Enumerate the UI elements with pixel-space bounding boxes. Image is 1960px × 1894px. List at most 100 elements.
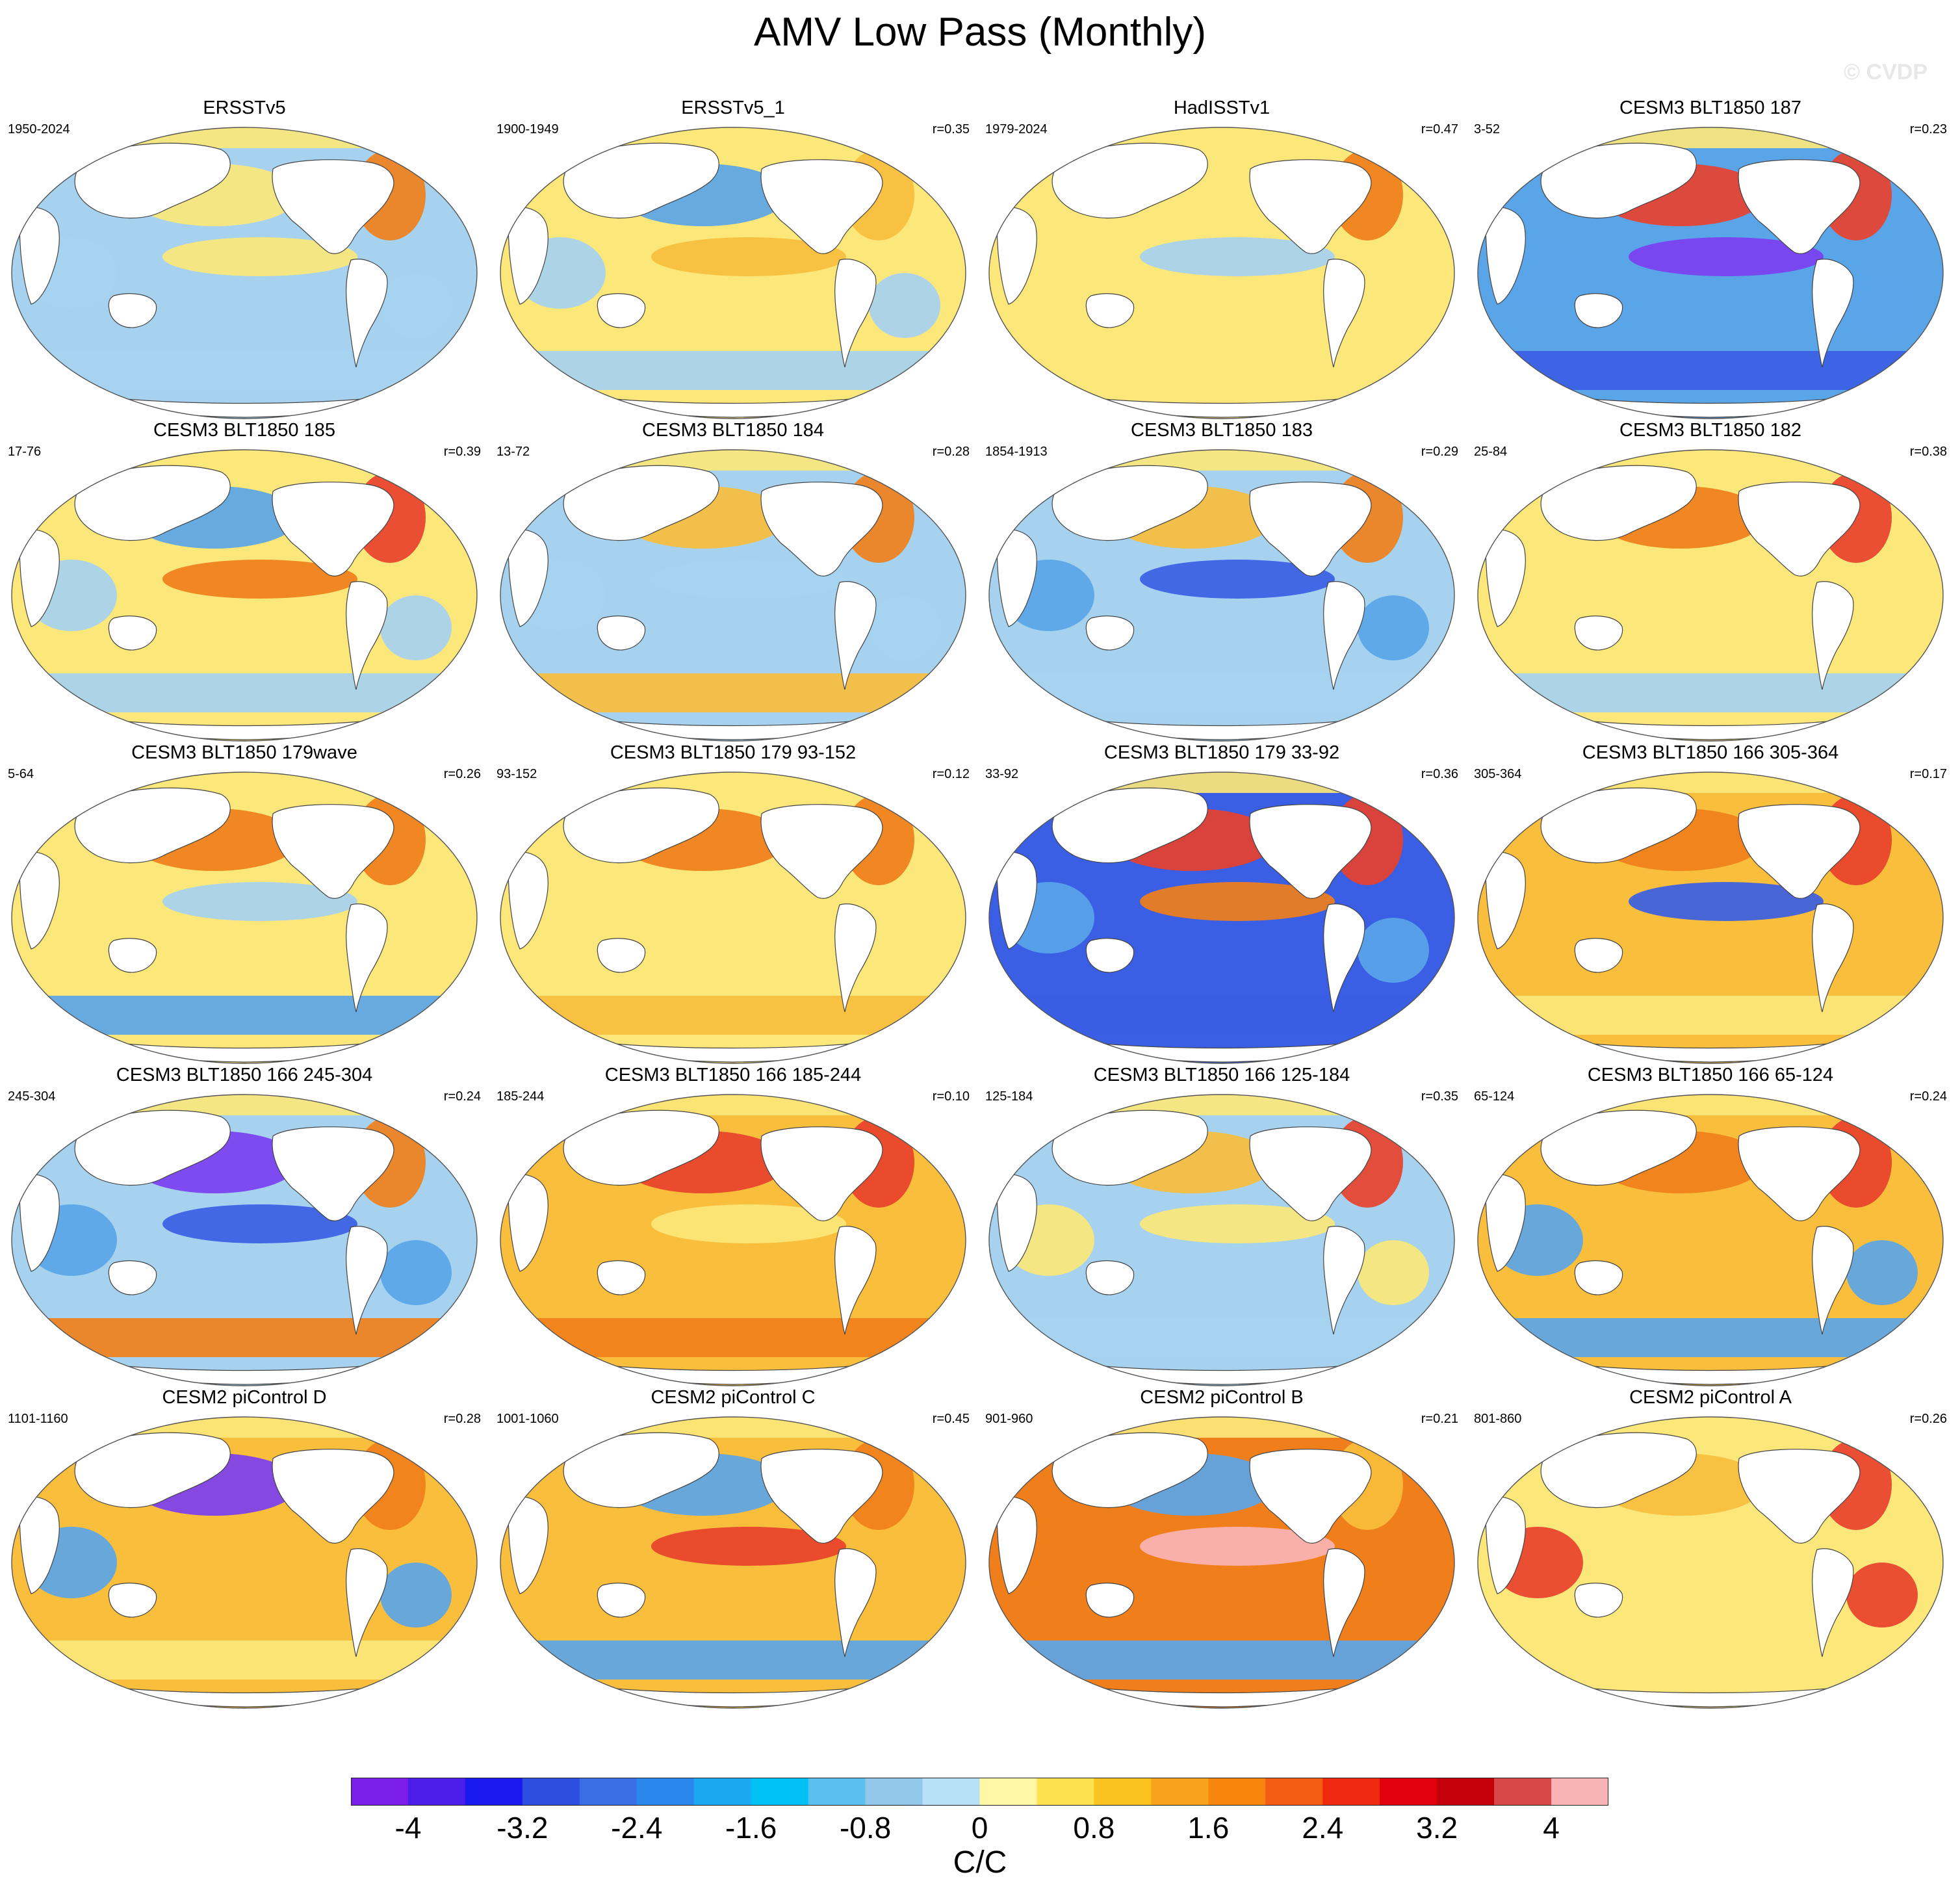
map-boundary	[11, 449, 478, 742]
land-greenland	[1855, 1429, 1896, 1455]
land-africa	[996, 207, 1037, 305]
panel-title: ERSSTv5	[203, 97, 286, 118]
map-panel: CESM3 BLT1850 166 185-244 185-244 r=0.10	[489, 1065, 977, 1390]
panel-correlation: r=0.28	[932, 445, 970, 459]
panel-correlation: r=0.36	[1421, 767, 1458, 781]
south-atlantic-anomaly	[380, 1563, 452, 1628]
map-panel: CESM3 BLT1850 179 93-152 93-152 r=0.12	[489, 742, 977, 1067]
land-australia	[108, 1583, 157, 1618]
land-australia	[1085, 938, 1135, 973]
land-eurasia	[1540, 787, 1697, 864]
map-svg	[1477, 449, 1944, 742]
land-south-america	[1323, 1226, 1365, 1335]
south-atlantic-anomaly	[1358, 595, 1429, 660]
colorbar-swatch	[1322, 1778, 1380, 1806]
land-eurasia	[74, 142, 231, 219]
south-atlantic-anomaly	[1358, 918, 1429, 983]
panel-years: 93-152	[496, 767, 537, 781]
colorbar-tick-label: 0	[971, 1811, 988, 1845]
map-panel: CESM3 BLT1850 166 125-184 125-184 r=0.35	[977, 1065, 1466, 1390]
map-panel: CESM3 BLT1850 179 33-92 33-92 r=0.36	[977, 742, 1466, 1067]
south-atlantic-anomaly	[1846, 595, 1918, 660]
south-atlantic-anomaly	[869, 1240, 940, 1305]
land-eurasia	[563, 1432, 719, 1509]
map-panel: CESM3 BLT1850 183 1854-1913 r=0.29	[977, 420, 1466, 745]
south-atlantic-anomaly	[869, 273, 940, 338]
south-atlantic-anomaly	[869, 1563, 940, 1628]
land-north-america	[1738, 159, 1861, 254]
panel-years: 1950-2024	[8, 122, 70, 136]
panel-title: CESM3 BLT1850 166 125-184	[1093, 1065, 1350, 1085]
southern-ocean-anomaly	[500, 1641, 966, 1680]
panel-correlation: r=0.47	[1421, 122, 1458, 136]
panel-title: CESM2 piControl D	[162, 1387, 327, 1408]
southern-ocean-anomaly	[500, 351, 966, 390]
southern-ocean-anomaly	[12, 996, 477, 1035]
east-pacific-anomaly	[651, 237, 846, 276]
panel-title: HadISSTv1	[1173, 97, 1270, 118]
map-svg	[1477, 1094, 1944, 1386]
colorbar-swatch	[522, 1778, 580, 1806]
land-greenland	[878, 461, 919, 488]
land-south-america	[834, 1226, 877, 1335]
land-greenland	[878, 139, 919, 166]
land-south-america	[1812, 1226, 1854, 1335]
land-australia	[597, 938, 646, 973]
map-svg	[1477, 127, 1944, 419]
land-australia	[108, 293, 157, 328]
southern-ocean-anomaly	[1478, 1318, 1943, 1357]
land-north-america	[272, 804, 394, 899]
map-boundary	[500, 1094, 966, 1386]
map-boundary	[11, 1416, 478, 1709]
land-greenland	[389, 139, 430, 166]
land-north-america	[1249, 1449, 1372, 1544]
south-atlantic-anomaly	[380, 1240, 452, 1305]
panel-years: 1854-1913	[985, 445, 1048, 459]
colorbar-tick-label: -4	[394, 1811, 422, 1845]
south-atlantic-anomaly	[1846, 273, 1918, 338]
panel-years: 17-76	[8, 445, 42, 459]
southern-ocean-anomaly	[12, 1318, 477, 1357]
panel-years: 245-304	[8, 1089, 56, 1104]
colorbar-swatch	[1208, 1778, 1266, 1806]
map-svg	[11, 772, 478, 1064]
southern-ocean-anomaly	[500, 996, 966, 1035]
land-north-america	[760, 1449, 883, 1544]
land-greenland	[1855, 461, 1896, 488]
map-panel: CESM3 BLT1850 179wave 5-64 r=0.26	[0, 742, 489, 1067]
land-eurasia	[563, 465, 719, 541]
land-south-america	[1812, 903, 1854, 1013]
colorbar-tick-label: 0.8	[1073, 1811, 1115, 1845]
colorbar-swatch	[751, 1778, 809, 1806]
land-eurasia	[74, 787, 231, 864]
figure-title: AMV Low Pass (Monthly)	[754, 10, 1206, 55]
land-north-america	[760, 482, 883, 577]
land-africa	[508, 1496, 548, 1594]
panel-title: CESM3 BLT1850 166 305-364	[1582, 742, 1839, 763]
land-north-america	[1738, 1449, 1861, 1544]
east-pacific-anomaly	[651, 882, 846, 921]
colorbar-swatch	[407, 1778, 466, 1806]
panel-correlation: r=0.24	[1909, 1089, 1947, 1104]
land-north-america	[1738, 482, 1861, 577]
land-eurasia	[563, 787, 719, 864]
colorbar-swatch	[1437, 1778, 1495, 1806]
land-australia	[597, 616, 646, 651]
land-africa	[19, 207, 60, 305]
panel-title: CESM3 BLT1850 184	[642, 420, 824, 441]
map-panel: CESM3 BLT1850 187 3-52 r=0.23	[1466, 97, 1955, 422]
land-north-america	[272, 482, 394, 577]
panel-years: 13-72	[496, 445, 530, 459]
land-eurasia	[563, 1109, 719, 1186]
panel-years: 25-84	[1474, 445, 1508, 459]
panel-years: 1101-1160	[8, 1412, 68, 1426]
panel-correlation: r=0.10	[932, 1089, 970, 1104]
land-australia	[1085, 293, 1135, 328]
east-pacific-anomaly	[1629, 237, 1824, 276]
land-eurasia	[1051, 142, 1208, 219]
south-atlantic-anomaly	[1358, 273, 1429, 338]
east-pacific-anomaly	[1140, 560, 1335, 599]
map-panel: CESM2 piControl A 801-860 r=0.26	[1466, 1387, 1955, 1712]
land-south-america	[1323, 903, 1365, 1013]
east-pacific-anomaly	[162, 1204, 357, 1243]
